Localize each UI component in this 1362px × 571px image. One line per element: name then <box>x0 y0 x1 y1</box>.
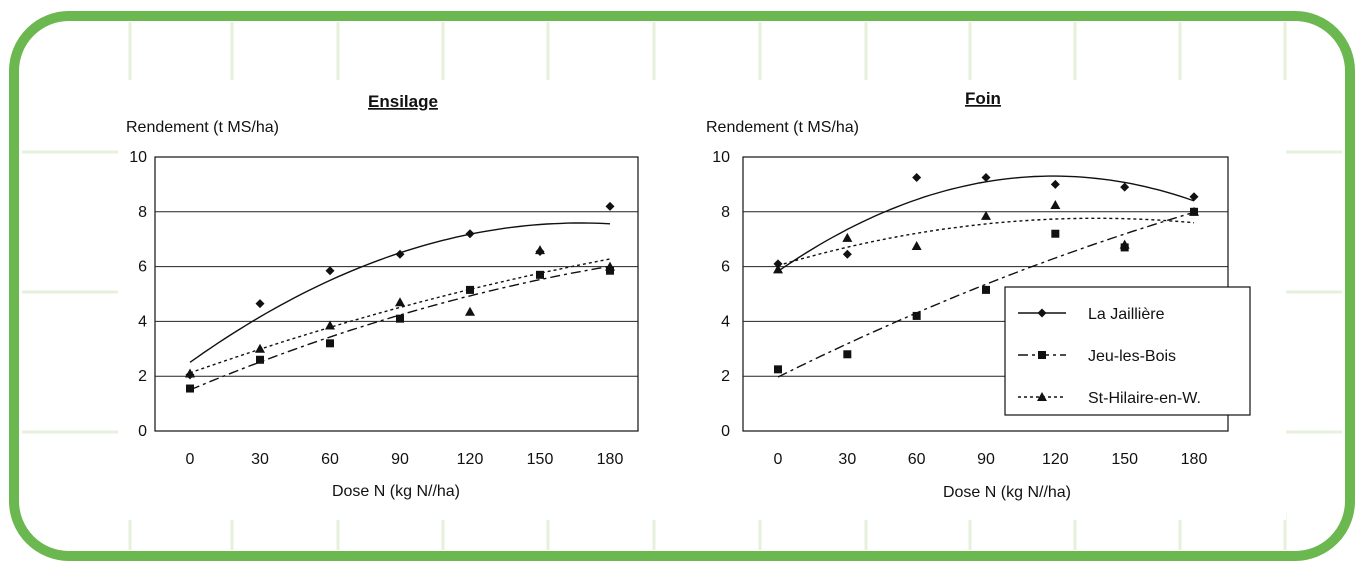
y-tick-label: 4 <box>138 313 147 330</box>
plot-area <box>154 156 639 432</box>
x-tick-label: 30 <box>251 451 269 468</box>
x-tick-label: 30 <box>838 451 856 468</box>
legend-label: La Jaillière <box>1088 306 1165 323</box>
x-axis-label: Dose N (kg N//ha) <box>332 483 460 500</box>
data-point-triangle <box>773 264 783 274</box>
rounded-green-frame <box>9 11 1355 561</box>
data-point-triangle <box>465 306 475 316</box>
data-point-triangle <box>395 297 405 307</box>
legend-label: St-Hilaire-en-W. <box>1088 390 1201 407</box>
data-point-triangle <box>842 232 853 242</box>
data-point-square <box>186 384 194 393</box>
data-point-diamond <box>395 249 405 259</box>
chart-title: Foin <box>965 89 1001 108</box>
data-point-diamond <box>773 259 783 269</box>
chart-title: Ensilage <box>368 92 438 111</box>
data-point-square <box>843 350 852 359</box>
data-point-diamond <box>255 299 265 309</box>
chart-foin: Foin Rendement (t MS/ha) Dose N (kg N//h… <box>706 89 1251 501</box>
y-tick-label: 0 <box>721 423 730 440</box>
x-tick-label: 90 <box>391 451 409 468</box>
x-tick-label: 0 <box>186 451 195 468</box>
legend-marker-diamond <box>1037 308 1047 318</box>
x-axis-label: Dose N (kg N//ha) <box>943 484 1071 501</box>
y-tick-label: 4 <box>721 313 730 330</box>
data-point-triangle <box>535 245 545 255</box>
legend: La Jaillière Jeu-les-Bois St-Hilaire-en-W. <box>1004 286 1251 416</box>
x-tick-label: 90 <box>977 451 995 468</box>
data-point-triangle <box>1050 199 1061 209</box>
x-tick-label: 0 <box>774 451 783 468</box>
legend-marker-square <box>1038 351 1046 359</box>
data-point-square <box>1051 229 1060 238</box>
data-point-triangle <box>605 261 615 271</box>
data-point-diamond <box>912 173 922 183</box>
x-tick-label: 150 <box>527 451 554 468</box>
data-point-diamond <box>605 201 615 211</box>
y-axis-label: Rendement (t MS/ha) <box>126 119 279 136</box>
x-tick-label: 60 <box>908 451 926 468</box>
data-point-square <box>606 266 614 275</box>
trend-line-2 <box>777 217 1195 267</box>
y-tick-label: 10 <box>712 149 730 166</box>
data-point-diamond <box>842 249 852 259</box>
legend-marker-triangle <box>1037 392 1047 401</box>
data-point-square <box>774 365 782 374</box>
data-point-triangle <box>981 210 991 220</box>
data-point-square <box>536 270 544 279</box>
legend-label: Jeu-les-Bois <box>1088 348 1176 365</box>
y-tick-label: 0 <box>138 423 147 440</box>
data-point-triangle <box>911 241 922 251</box>
x-tick-label: 150 <box>1111 451 1138 468</box>
x-tick-label: 60 <box>321 451 339 468</box>
y-tick-label: 2 <box>721 368 730 385</box>
data-point-square <box>326 339 334 348</box>
data-point-diamond <box>1120 182 1130 192</box>
y-tick-label: 2 <box>138 368 147 385</box>
data-point-diamond <box>1189 192 1199 202</box>
data-point-square <box>256 355 264 364</box>
data-point-diamond <box>981 173 991 183</box>
data-point-diamond <box>325 266 335 276</box>
data-point-square <box>466 285 474 294</box>
data-point-diamond <box>465 229 475 239</box>
y-tick-label: 6 <box>138 259 147 276</box>
data-point-square <box>396 314 404 323</box>
y-tick-label: 8 <box>721 204 730 221</box>
data-point-triangle <box>255 343 265 353</box>
chart-ensilage: Ensilage Rendement (t MS/ha) Dose N (kg … <box>126 92 639 500</box>
x-tick-label: 120 <box>1042 451 1069 468</box>
y-tick-label: 10 <box>129 149 147 166</box>
data-point-square <box>982 285 990 294</box>
data-point-triangle <box>1189 206 1199 216</box>
x-tick-label: 180 <box>1181 451 1208 468</box>
y-tick-label: 6 <box>721 259 730 276</box>
y-tick-label: 8 <box>138 204 147 221</box>
data-point-square <box>912 311 921 320</box>
data-point-triangle <box>325 320 335 330</box>
x-tick-label: 180 <box>597 451 624 468</box>
x-tick-label: 120 <box>457 451 484 468</box>
data-point-triangle <box>1119 239 1130 249</box>
data-point-triangle <box>185 368 195 378</box>
y-axis-label: Rendement (t MS/ha) <box>706 119 859 136</box>
data-point-diamond <box>1050 179 1060 189</box>
